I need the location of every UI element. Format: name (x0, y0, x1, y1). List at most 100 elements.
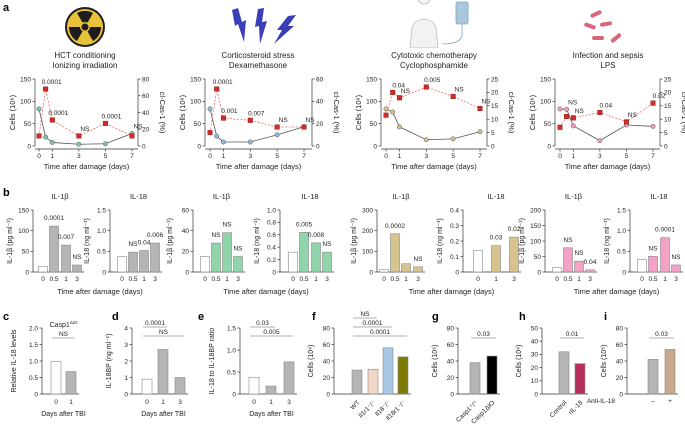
bar (139, 250, 149, 273)
panel-b7: IL-1β IL-1β (pg ml⁻¹) 0 0.5 NS 1 NS 3 0.04 (519, 192, 597, 283)
panel-letter-e: e (198, 311, 205, 323)
y-axis: 0 0.5 1.0 1.5 (227, 325, 241, 398)
y-tick-label: 20 (316, 121, 324, 128)
chart-title: IL-1β (565, 192, 583, 201)
y2-axis-label: cl-Cas-1 (%) (332, 92, 341, 134)
y-tick-label: 60 (616, 342, 624, 349)
panel-b1: IL-1β IL-1β (pg ml⁻¹) 0 0.5 0.0001 1 0.007 3 NS (7, 192, 84, 283)
cas1-point (650, 100, 656, 106)
y-tick-label: 1.5 (29, 342, 38, 349)
significance-label: 0.0001 (101, 113, 121, 120)
cells-line (209, 108, 305, 143)
y-axis-label: IL-18 (ng ml⁻¹) (254, 218, 261, 264)
y-tick-label: 40 (182, 228, 190, 235)
right-y-axis: 0 5 10 15 20 25 (486, 76, 499, 150)
bar (283, 361, 295, 395)
significance-label: NS (305, 117, 315, 124)
condition-caption-4: Infection and sepsis LPS (538, 51, 678, 71)
y-tick-label: 150 (20, 76, 31, 83)
y-tick-label: 40 (531, 339, 539, 346)
panel-e: IL-18 to IL-18BP ratio Days after TBI 0 1 3 0… (209, 320, 297, 418)
significance-label: 0.0001 (44, 215, 64, 222)
x-tick-label: 5 (625, 153, 629, 160)
cas1-point (383, 112, 389, 118)
y-tick-label: 0.4 (450, 207, 459, 214)
y-tick-label: 20 (616, 375, 624, 382)
cas1-point (49, 117, 55, 123)
panel-letter-h: h (519, 311, 526, 323)
y-tick-label: 0 (491, 143, 495, 150)
y-tick-label: 0 (316, 143, 320, 150)
significance-label: NS (648, 245, 658, 252)
cas1-point (301, 124, 307, 130)
x-tick-label: 3 (424, 153, 428, 160)
y-tick-label: 0 (102, 269, 106, 276)
y-axis-label: Cells (10⁶) (601, 345, 608, 378)
y-axis-label: IL-18 (ng ml⁻¹) (604, 218, 611, 264)
significance-label: 0.0002 (385, 223, 405, 230)
y-tick-label: 150 (366, 76, 377, 83)
x-tick-label: 3 (512, 276, 516, 283)
cas1-point (623, 119, 629, 125)
panel-d: IL-18BP (ng ml⁻¹) Days after TBI 0 1 3 0.0001… (106, 320, 188, 418)
y-axis-label: Cells (10⁶) (516, 345, 523, 378)
bar (288, 251, 298, 273)
significance-label: NS (211, 232, 221, 239)
y-tick-label: 5 (491, 130, 495, 137)
chart-title: IL-18 (301, 192, 318, 201)
significance-label: 0.0001 (48, 110, 68, 117)
x-tick-label: 0.5 (128, 276, 137, 283)
y-axis-label: Cells (10⁶) (308, 345, 315, 378)
y-axis-label: IL-18BP (ng ml⁻¹) (106, 334, 113, 389)
x-tick-label: 1 (314, 276, 318, 283)
x-tick-label: 0 (208, 153, 212, 160)
chart-title: Casp1ΔIO (50, 320, 78, 329)
y-tick-label: 0 (455, 269, 459, 276)
title-superscript: ΔIO (70, 320, 78, 325)
bar (141, 378, 153, 395)
significance-label: NS (322, 241, 332, 248)
x-tick-label: 3 (75, 276, 79, 283)
significance-label: 0.04 (584, 259, 597, 266)
condition-caption-2: Corticosteroid stress Dexamethasone (188, 51, 328, 71)
chart-title: IL-1β (213, 192, 231, 201)
bar (648, 255, 658, 273)
cas1-point (220, 115, 226, 121)
y-tick-label: 0 (27, 143, 31, 150)
x-tick-label: 0.5 (211, 276, 220, 283)
y-tick-label: 5 (664, 130, 668, 137)
y-tick-label: 30 (531, 352, 539, 359)
y-tick-label: 150 (190, 76, 201, 83)
y-tick-label: 100 (530, 238, 541, 245)
panel-letter-i: i (604, 311, 608, 323)
row-label: Anti-IL-18 (587, 398, 616, 405)
y-tick-label: 60 (316, 76, 324, 83)
significance-label: 0.03 (490, 235, 503, 242)
y-tick-label: 40 (616, 358, 624, 365)
x-tick-label: 3 (153, 276, 157, 283)
y-tick-label: 0.8 (267, 220, 276, 227)
x-tick-label: 0 (120, 276, 124, 283)
x-tick-label: 5 (451, 153, 455, 160)
y-axis-label: IL-18 to IL-18BP ratio (209, 328, 216, 395)
bar (367, 368, 379, 395)
caption-line: HCT conditioning (54, 51, 116, 60)
x-tick-label: 3 (77, 153, 81, 160)
x-tick-label: 1 (571, 153, 575, 160)
right-y-axis: 0 20 40 60 80 (137, 76, 150, 150)
y-tick-label: 0 (369, 269, 373, 276)
human-iv-drip-icon (409, 0, 469, 48)
bar (299, 232, 309, 273)
cells-point (274, 132, 280, 138)
bar (473, 250, 483, 273)
y-tick-label: 0.6 (267, 232, 276, 239)
significance-label: NS (413, 256, 423, 263)
y-axis-label: IL-1β (pg ml⁻¹) (519, 218, 526, 264)
bacteria-icon (584, 10, 622, 43)
significance-label: NS (159, 329, 169, 336)
x-tick-label: 1 (161, 399, 165, 406)
bar (379, 269, 389, 273)
